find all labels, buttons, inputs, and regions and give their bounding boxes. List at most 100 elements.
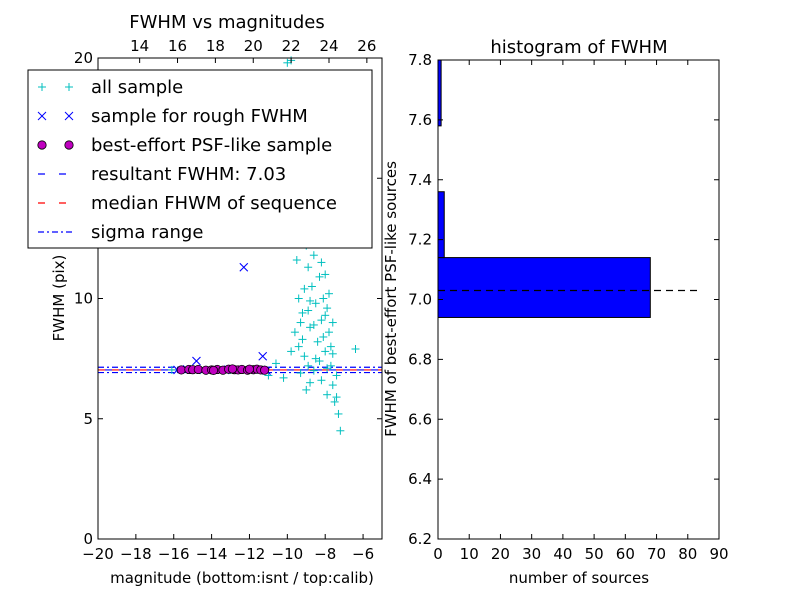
x-tick-label: 70 — [647, 545, 666, 563]
y-tick-label: 7.8 — [408, 51, 432, 69]
x-tick-label: −16 — [158, 545, 190, 563]
all-sample-point — [328, 349, 337, 358]
x-tick-label: −20 — [82, 545, 114, 563]
all-sample-point — [336, 426, 345, 435]
histogram-data-layer — [437, 59, 698, 318]
y-tick-label: 7.6 — [408, 111, 432, 129]
histogram-bar — [437, 257, 651, 318]
legend-label: best-effort PSF-like sample — [91, 135, 332, 156]
x-tick-label: 10 — [460, 545, 479, 563]
all-sample-point — [306, 378, 315, 387]
scatter-title: FWHM vs magnitudes — [129, 12, 324, 33]
top-tick-label: 16 — [168, 37, 187, 55]
legend-label: median FHWM of sequence — [91, 193, 337, 214]
psf-like-point — [193, 364, 203, 375]
y-tick-label: 7.4 — [408, 171, 432, 189]
legend-box — [27, 69, 373, 249]
top-tick-label: 26 — [357, 37, 376, 55]
x-tick-label: 50 — [585, 545, 604, 563]
all-sample-point — [315, 357, 324, 366]
all-sample-point — [311, 299, 320, 308]
all-sample-point — [334, 409, 343, 418]
top-tick-label: 14 — [130, 37, 149, 55]
scatter-y-axis-label: FWHM (pix) — [50, 255, 68, 342]
all-sample-point — [279, 373, 288, 382]
all-sample-point — [323, 390, 332, 399]
all-sample-point — [351, 345, 360, 354]
all-sample-point — [302, 385, 311, 394]
all-sample-point — [328, 381, 337, 390]
histogram-y-axis: 6.2 6.4 6.6 6.8 7.0 7.2 7.4 7.6 7.8 — [408, 51, 719, 548]
legend-label: all sample — [91, 77, 183, 98]
histogram-plot: histogram of FWHM 0 10 20 30 40 50 60 70 80 90 6.… — [382, 37, 729, 587]
all-sample-point — [324, 289, 333, 298]
legend-entry: best-effort PSF-like sample — [37, 135, 332, 156]
y-tick-label: 6.8 — [408, 350, 432, 368]
all-sample-point — [324, 328, 333, 337]
histogram-x-axis-label: number of sources — [509, 569, 649, 587]
x-tick-label: −12 — [234, 545, 266, 563]
top-tick-label: 20 — [244, 37, 263, 55]
legend-entry: all sample — [38, 77, 183, 98]
all-sample-point — [321, 311, 330, 320]
all-sample-point — [317, 376, 326, 385]
legend-entry: sample for rough FWHM — [37, 106, 308, 127]
all-sample-point — [317, 258, 326, 267]
psf-like-point — [227, 364, 238, 374]
all-sample-point — [294, 294, 303, 303]
x-tick-label: −18 — [120, 545, 152, 563]
all-sample-point — [300, 352, 309, 361]
legend-entry: sigma range — [38, 222, 203, 243]
all-sample-point — [306, 296, 315, 305]
legend-circle — [37, 140, 47, 150]
legend-cross-b — [37, 111, 47, 121]
all-sample-point — [313, 337, 322, 346]
y-tick-label: 6.6 — [408, 410, 432, 428]
all-sample-point — [296, 369, 305, 378]
rough-fwhm-point — [192, 356, 201, 366]
scatter-x-axis: −20 −18 −16 −14 −12 −10 −8 −6 — [82, 534, 374, 563]
y-tick-label: 0 — [83, 530, 93, 548]
psf-like-point — [244, 364, 255, 374]
rough-fwhm-point — [239, 262, 249, 272]
all-sample-point — [319, 332, 328, 341]
all-sample-point — [317, 316, 326, 325]
all-sample-point — [290, 328, 299, 337]
scatter-legend: all sample sample for rough FWHM best-effo… — [27, 69, 373, 249]
y-tick-label: 5 — [83, 410, 93, 428]
scatter-plot: FWHM vs magnitudes −20 −18 −16 −14 −12 −10 −8−… — [27, 12, 383, 587]
legend-cross-b — [64, 111, 74, 121]
top-tick-label: 18 — [206, 37, 225, 55]
all-sample-point — [315, 272, 324, 281]
all-sample-point — [294, 342, 303, 351]
histogram-bar — [437, 191, 445, 259]
all-sample-point — [321, 347, 330, 356]
cross-marker-b — [192, 356, 201, 366]
all-sample-point — [292, 256, 301, 265]
top-tick-label: 22 — [282, 37, 301, 55]
all-sample-point — [304, 263, 313, 272]
legend-entry: resultant FWHM: 7.03 — [38, 164, 286, 185]
cross-marker-b — [258, 351, 268, 361]
legend-label: resultant FWHM: 7.03 — [91, 164, 286, 185]
x-tick-label: −14 — [196, 545, 228, 563]
psf-like-point — [176, 365, 186, 375]
psf-like-point — [208, 365, 219, 376]
scatter-x-axis-label: magnitude (bottom:isnt / top:calib) — [110, 569, 374, 587]
legend-label: sample for rough FWHM — [91, 106, 308, 127]
y-tick-label: 6.4 — [408, 470, 432, 488]
all-sample-point — [298, 308, 307, 317]
all-sample-point — [326, 342, 335, 351]
all-sample-point — [304, 361, 313, 370]
all-sample-point — [271, 359, 280, 368]
all-sample-point — [332, 393, 341, 402]
x-tick-label: 40 — [553, 545, 572, 563]
all-sample-point — [287, 347, 296, 356]
all-sample-point — [298, 335, 307, 344]
y-tick-label: 7.2 — [408, 231, 432, 249]
legend-entry: median FHWM of sequence — [38, 193, 337, 214]
all-sample-point — [332, 371, 341, 380]
all-sample-point — [319, 294, 328, 303]
legend-circle — [64, 140, 74, 150]
